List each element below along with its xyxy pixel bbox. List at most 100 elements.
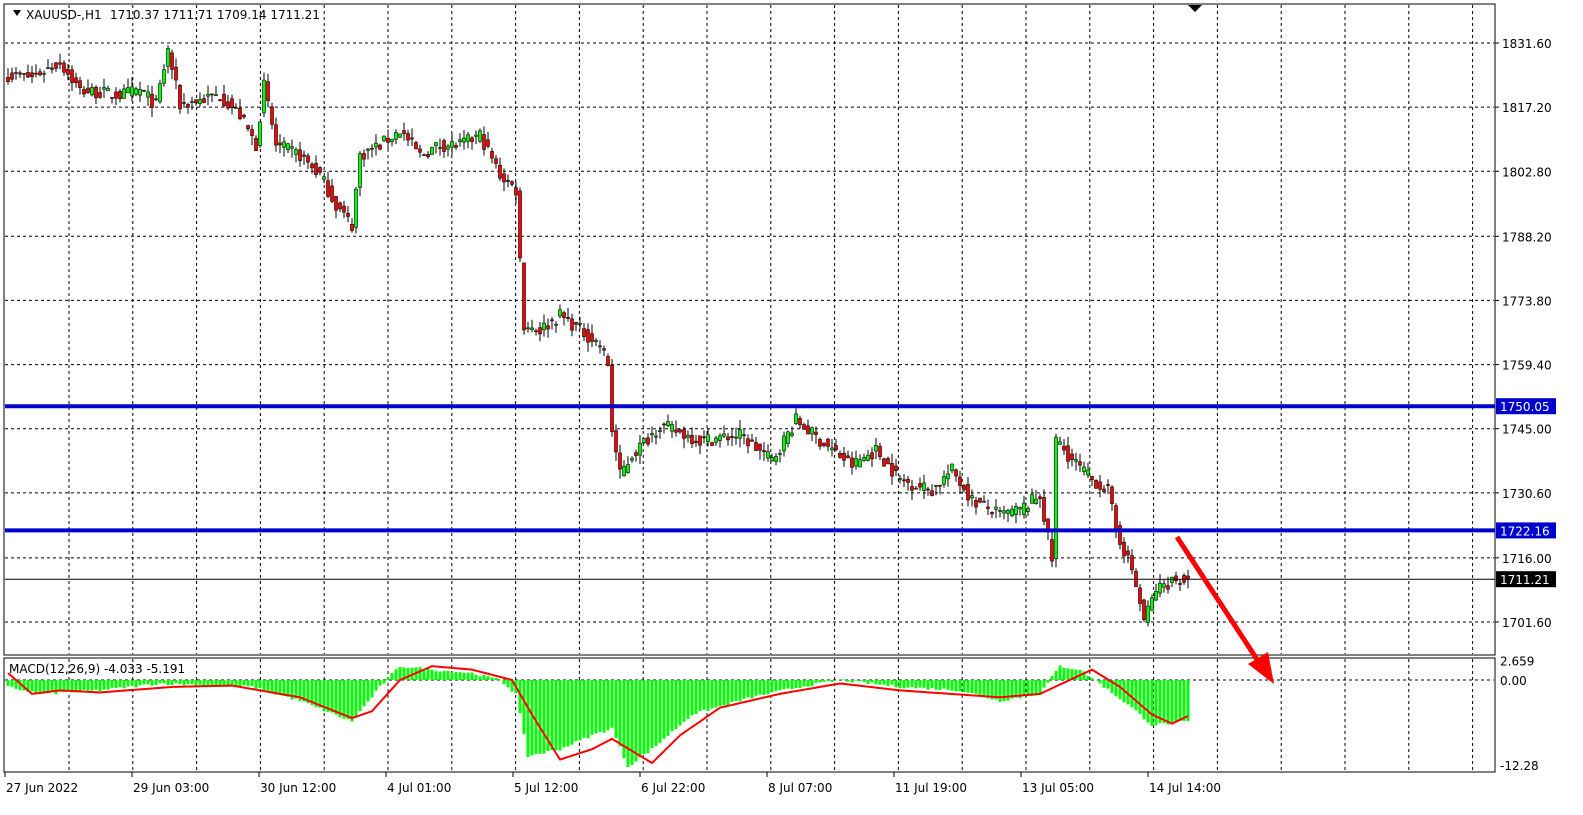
x-tick-label: 4 Jul 01:00 xyxy=(387,781,451,795)
macd-histogram-bar xyxy=(723,680,726,705)
macd-histogram-bar xyxy=(407,668,410,680)
macd-histogram-bar xyxy=(603,680,606,733)
candle-bear xyxy=(583,329,586,337)
macd-histogram-bar xyxy=(431,670,434,680)
macd-histogram-bar xyxy=(171,680,174,685)
candle-bear xyxy=(87,88,90,93)
macd-histogram-bar xyxy=(271,680,274,693)
macd-histogram-bar xyxy=(1023,680,1026,696)
candle-bull xyxy=(1151,598,1154,610)
macd-histogram-bar xyxy=(1167,680,1170,724)
candle-bear xyxy=(1067,446,1070,462)
candle-bull xyxy=(707,435,710,442)
candle-bear xyxy=(339,203,342,209)
macd-histogram-bar xyxy=(899,680,902,688)
candle-bull xyxy=(139,89,142,95)
macd-histogram-bar xyxy=(891,680,894,685)
macd-histogram-bar xyxy=(135,680,138,687)
candle-bear xyxy=(879,446,882,456)
macd-histogram-bar xyxy=(331,680,334,713)
candle-bull xyxy=(687,435,690,437)
candle-bull xyxy=(463,138,466,142)
candle-bear xyxy=(55,63,58,69)
candle-bear xyxy=(319,168,322,173)
macd-histogram-bar xyxy=(699,680,702,711)
candle-bear xyxy=(471,138,474,142)
macd-histogram-bar xyxy=(111,680,114,688)
candle-bear xyxy=(1115,506,1118,530)
macd-histogram-bar xyxy=(335,680,338,715)
macd-histogram-bar xyxy=(895,680,898,687)
macd-histogram-bar xyxy=(687,680,690,719)
candle-bear xyxy=(847,456,850,458)
candle-bear xyxy=(759,444,762,450)
candle-bear xyxy=(251,130,254,136)
candle-bull xyxy=(771,458,774,461)
candle-bear xyxy=(895,466,898,471)
candle-bear xyxy=(111,97,114,98)
candle-bear xyxy=(11,73,14,79)
candle-bear xyxy=(419,149,422,152)
macd-histogram-bar xyxy=(763,680,766,695)
candle-bear xyxy=(991,512,994,514)
candle-bear xyxy=(751,440,754,442)
candle-bull xyxy=(579,323,582,324)
candle-bear xyxy=(511,182,514,185)
y-tick-label: 1817.20 xyxy=(1502,101,1552,115)
macd-histogram-bar xyxy=(955,680,958,691)
macd-legend: MACD(12,26,9) -4.033 -5.191 xyxy=(9,662,185,676)
macd-histogram-bar xyxy=(803,680,806,686)
macd-histogram-bar xyxy=(395,669,398,680)
macd-histogram-bar xyxy=(127,680,130,686)
candle-bear xyxy=(563,313,566,318)
macd-histogram-bar xyxy=(91,680,94,691)
macd-histogram-bar xyxy=(943,680,946,689)
candle-bull xyxy=(359,154,362,188)
macd-histogram-bar xyxy=(907,680,910,688)
macd-histogram-bar xyxy=(543,680,546,753)
macd-histogram-bar xyxy=(815,680,818,683)
macd-histogram-bar xyxy=(791,680,794,689)
candle-bull xyxy=(767,452,770,458)
candle-bear xyxy=(799,418,802,424)
macd-histogram-bar xyxy=(371,680,374,697)
candle-bull xyxy=(527,328,530,329)
price-label: 1750.05 xyxy=(1500,400,1550,414)
candle-bear xyxy=(371,148,374,149)
price-label: 1722.16 xyxy=(1500,524,1550,538)
candle-bear xyxy=(851,458,854,467)
candle-bull xyxy=(531,328,534,330)
candle-bear xyxy=(343,206,346,212)
candle-bear xyxy=(143,90,146,91)
macd-histogram-bar xyxy=(11,680,14,687)
candle-bear xyxy=(495,159,498,164)
macd-histogram-bar xyxy=(247,680,250,686)
macd-histogram-bar xyxy=(1103,680,1106,688)
macd-histogram-bar xyxy=(1063,668,1066,680)
macd-histogram-bar xyxy=(203,680,206,686)
ohlc-readout: 1710.37 1711.71 1709.14 1711.21 xyxy=(110,8,320,22)
macd-histogram-bar xyxy=(443,671,446,680)
candle-bull xyxy=(715,438,718,442)
macd-histogram-bar xyxy=(1131,680,1134,707)
macd-histogram-bar xyxy=(1147,680,1150,723)
candle-bull xyxy=(383,136,386,141)
macd-histogram-bar xyxy=(983,680,986,697)
macd-histogram-bar xyxy=(1115,680,1118,696)
macd-histogram-bar xyxy=(355,680,358,717)
macd-histogram-bar xyxy=(31,680,34,691)
candle-bull xyxy=(155,99,158,100)
macd-histogram-bar xyxy=(643,680,646,754)
candle-bull xyxy=(235,107,238,108)
candle-bear xyxy=(151,94,154,107)
candle-bull xyxy=(775,456,778,461)
candle-bull xyxy=(1023,503,1026,515)
candle-bull xyxy=(1011,509,1014,516)
macd-histogram-bar xyxy=(999,680,1002,702)
candle-bear xyxy=(179,85,182,109)
macd-histogram-bar xyxy=(447,671,450,680)
macd-histogram-bar xyxy=(655,680,658,746)
macd-histogram-bar xyxy=(811,680,814,686)
